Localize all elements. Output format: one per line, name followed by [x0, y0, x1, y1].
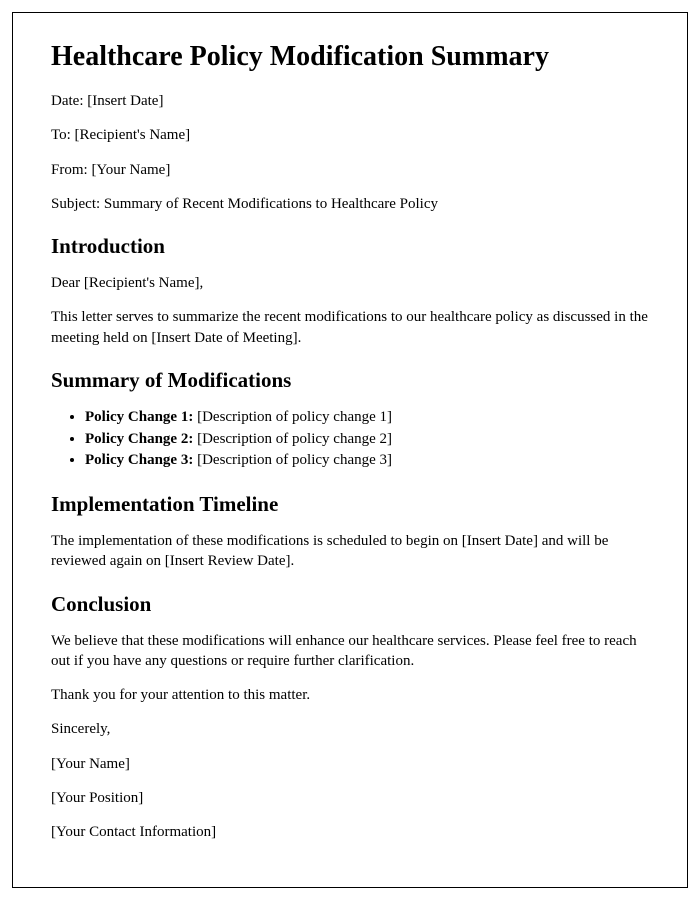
from-label: From: [51, 162, 91, 178]
date-label: Date: [51, 93, 87, 109]
subject-line: Subject: Summary of Recent Modifications… [51, 194, 649, 214]
policy-change-label: Policy Change 1: [85, 409, 193, 425]
conclusion-heading: Conclusion [51, 592, 649, 617]
timeline-body: The implementation of these modification… [51, 531, 649, 572]
conclusion-body: We believe that these modifications will… [51, 631, 649, 672]
modifications-heading: Summary of Modifications [51, 368, 649, 393]
subject-value: Summary of Recent Modifications to Healt… [104, 196, 438, 212]
subject-label: Subject: [51, 196, 104, 212]
closing-line: Sincerely, [51, 719, 649, 739]
to-label: To: [51, 127, 75, 143]
signer-name: [Your Name] [51, 754, 649, 774]
signer-position: [Your Position] [51, 788, 649, 808]
document-page: Healthcare Policy Modification Summary D… [12, 12, 688, 888]
policy-change-label: Policy Change 3: [85, 452, 193, 468]
to-value: [Recipient's Name] [75, 127, 191, 143]
policy-change-desc: [Description of policy change 3] [193, 452, 392, 468]
to-line: To: [Recipient's Name] [51, 125, 649, 145]
introduction-body: This letter serves to summarize the rece… [51, 307, 649, 348]
signer-contact: [Your Contact Information] [51, 822, 649, 842]
from-line: From: [Your Name] [51, 160, 649, 180]
document-title: Healthcare Policy Modification Summary [51, 41, 649, 73]
timeline-heading: Implementation Timeline [51, 492, 649, 517]
thanks-line: Thank you for your attention to this mat… [51, 685, 649, 705]
introduction-heading: Introduction [51, 234, 649, 259]
date-value: [Insert Date] [87, 93, 163, 109]
policy-change-label: Policy Change 2: [85, 431, 193, 447]
from-value: [Your Name] [91, 162, 170, 178]
salutation: Dear [Recipient's Name], [51, 273, 649, 293]
date-line: Date: [Insert Date] [51, 91, 649, 111]
policy-change-desc: [Description of policy change 1] [193, 409, 392, 425]
policy-change-desc: [Description of policy change 2] [193, 431, 392, 447]
list-item: Policy Change 3: [Description of policy … [85, 450, 649, 472]
list-item: Policy Change 2: [Description of policy … [85, 429, 649, 451]
list-item: Policy Change 1: [Description of policy … [85, 407, 649, 429]
modifications-list: Policy Change 1: [Description of policy … [85, 407, 649, 472]
